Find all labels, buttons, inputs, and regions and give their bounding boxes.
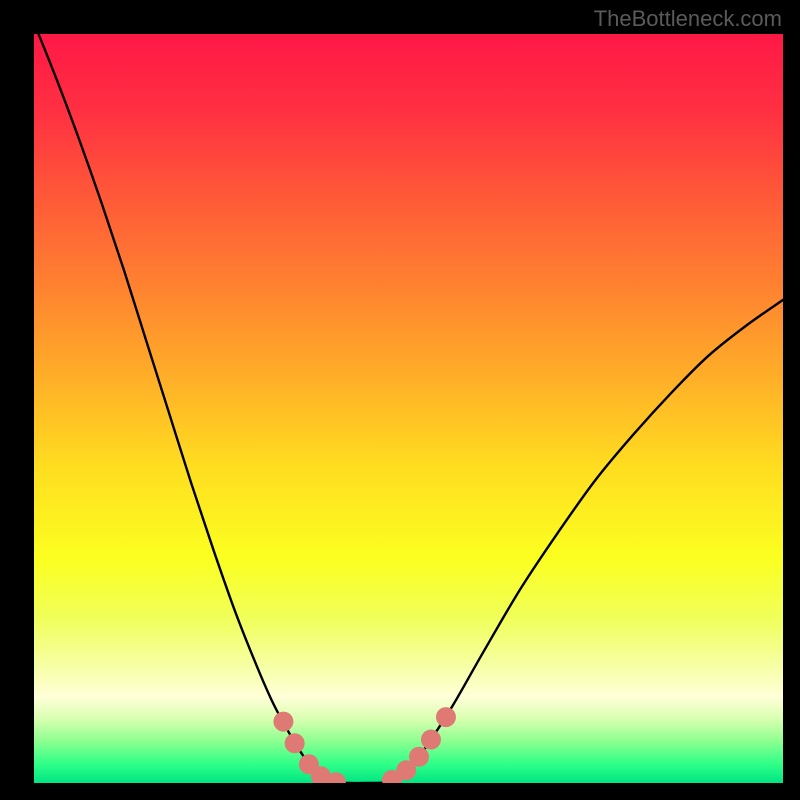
curve-left (34, 34, 379, 783)
dots-group (273, 707, 456, 783)
chart-area (34, 34, 783, 783)
marker-dot (409, 747, 429, 767)
marker-dot (285, 733, 305, 753)
marker-dot (421, 730, 441, 750)
marker-dot (436, 707, 456, 727)
curves-svg (34, 34, 783, 783)
watermark-text: TheBottleneck.com (594, 6, 782, 32)
marker-dot (273, 712, 293, 732)
